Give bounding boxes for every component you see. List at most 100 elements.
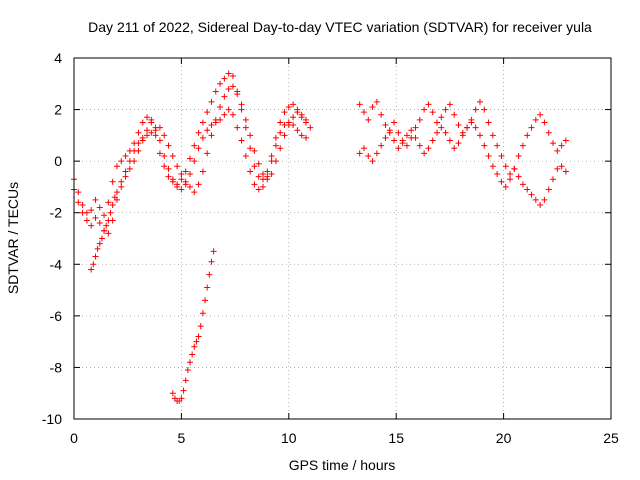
data-point <box>178 395 185 402</box>
data-point <box>545 186 552 193</box>
data-point <box>302 134 309 141</box>
data-point <box>88 207 95 214</box>
data-point <box>416 142 423 149</box>
data-point <box>438 114 445 121</box>
data-point <box>277 119 284 126</box>
series-track-d <box>169 248 217 404</box>
data-point <box>476 98 483 105</box>
data-point <box>152 132 159 139</box>
data-point <box>360 145 367 152</box>
data-point <box>537 111 544 118</box>
data-point <box>103 222 110 229</box>
data-point <box>92 253 99 260</box>
data-point <box>191 343 198 350</box>
data-point <box>285 103 292 110</box>
data-point <box>412 124 419 131</box>
data-point <box>537 201 544 208</box>
y-tick-label: -2 <box>50 205 63 221</box>
data-point <box>524 186 531 193</box>
data-point <box>455 122 462 129</box>
data-point <box>169 176 176 183</box>
data-point <box>268 152 275 159</box>
data-point <box>191 142 198 149</box>
data-point <box>434 119 441 126</box>
data-point <box>105 217 112 224</box>
data-point <box>92 196 99 203</box>
data-markers <box>71 70 569 404</box>
data-point <box>554 147 561 154</box>
x-tick-label: 15 <box>388 430 404 446</box>
data-point <box>105 199 112 206</box>
data-point <box>144 132 151 139</box>
data-point <box>178 176 185 183</box>
data-point <box>178 171 185 178</box>
data-point <box>260 171 267 178</box>
data-point <box>382 134 389 141</box>
data-point <box>118 183 125 190</box>
data-point <box>184 367 191 374</box>
data-point <box>152 127 159 134</box>
data-point <box>528 191 535 198</box>
data-point <box>144 114 151 121</box>
data-point <box>221 93 228 100</box>
x-axis-label: GPS time / hours <box>289 457 396 473</box>
data-point <box>519 142 526 149</box>
data-point <box>174 183 181 190</box>
chart-title: Day 211 of 2022, Sidereal Day-to-day VTE… <box>88 19 592 35</box>
data-point <box>208 132 215 139</box>
data-point <box>481 106 488 113</box>
data-point <box>182 168 189 175</box>
data-point <box>251 163 258 170</box>
y-tick-labels: -10 -8 -6 -4 -2 0 2 4 <box>42 50 62 427</box>
x-tick-label: 20 <box>496 430 512 446</box>
data-point <box>139 119 146 126</box>
data-point <box>255 186 262 193</box>
data-point <box>562 168 569 175</box>
data-point <box>528 124 535 131</box>
data-point <box>161 152 168 159</box>
plot-frame <box>73 57 612 420</box>
data-point <box>165 165 172 172</box>
data-point <box>242 152 249 159</box>
x-tick-label: 0 <box>70 430 78 446</box>
data-point <box>113 189 120 196</box>
data-point <box>122 168 129 175</box>
data-point <box>302 116 309 123</box>
data-point <box>472 106 479 113</box>
data-point <box>369 158 376 165</box>
data-point <box>277 145 284 152</box>
data-point <box>550 140 557 147</box>
data-point <box>562 137 569 144</box>
data-point <box>285 122 292 129</box>
data-point <box>356 150 363 157</box>
data-point <box>96 220 103 227</box>
data-point <box>189 351 196 358</box>
data-point <box>369 103 376 110</box>
data-point <box>199 134 206 141</box>
data-point <box>442 106 449 113</box>
data-point <box>498 152 505 159</box>
y-tick-label: -6 <box>50 308 63 324</box>
data-point <box>208 98 215 105</box>
data-point <box>204 150 211 157</box>
y-axis-label: SDTVAR / TECUs <box>5 182 21 294</box>
data-point <box>195 181 202 188</box>
data-point <box>98 235 105 242</box>
data-point <box>451 145 458 152</box>
data-point <box>281 109 288 116</box>
data-point <box>255 173 262 180</box>
data-point <box>225 70 232 77</box>
data-point <box>386 129 393 136</box>
data-point <box>481 142 488 149</box>
data-point <box>161 163 168 170</box>
series-track-b <box>71 106 309 237</box>
data-point <box>391 137 398 144</box>
data-point <box>485 152 492 159</box>
data-point <box>408 127 415 134</box>
series-track-c <box>88 83 309 273</box>
data-point <box>105 230 112 237</box>
data-point <box>225 106 232 113</box>
data-point <box>242 124 249 131</box>
data-point <box>229 73 236 80</box>
data-point <box>272 142 279 149</box>
